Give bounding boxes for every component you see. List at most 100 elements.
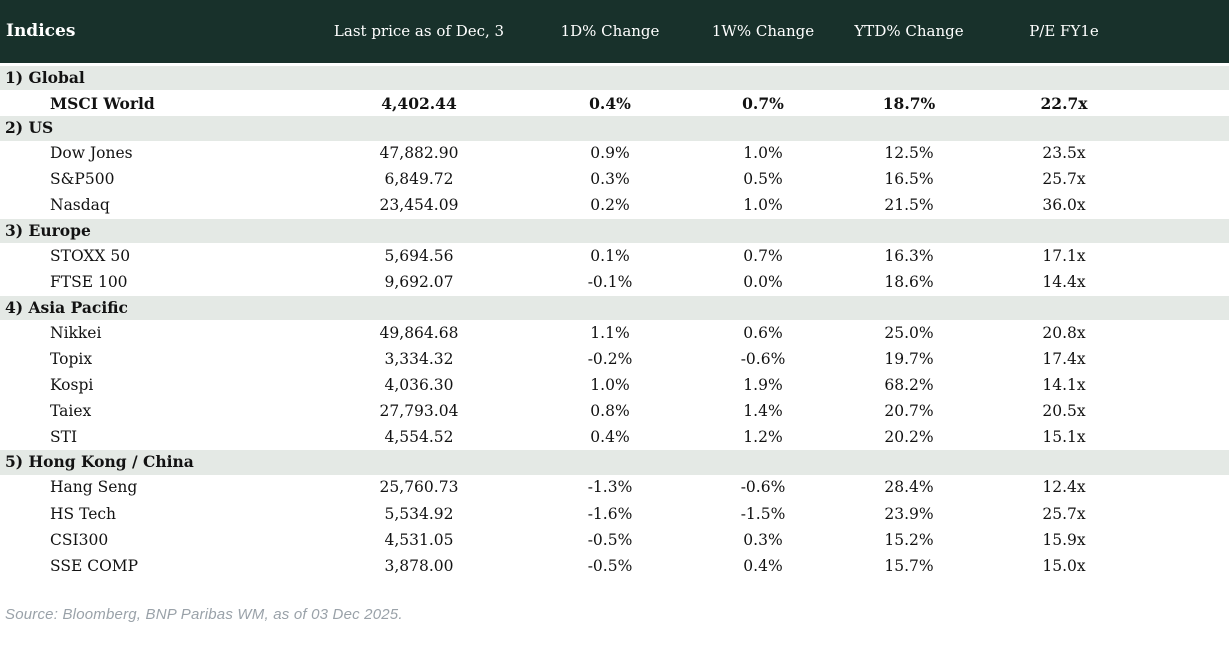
table-row: STOXX 50 5,694.56 0.1% 0.7% 16.3% 17.1x — [0, 243, 1229, 270]
section-row: 2) US — [0, 116, 1229, 141]
table-row: Kospi 4,036.30 1.0% 1.9% 68.2% 14.1x — [0, 372, 1229, 399]
change-1w: 0.0% — [686, 269, 840, 296]
change-ytd: 18.7% — [840, 90, 978, 117]
last-price: 5,534.92 — [304, 501, 534, 528]
pe-fy1e: 25.7x — [978, 166, 1229, 193]
last-price: 25,760.73 — [304, 474, 534, 502]
change-1w: -1.5% — [686, 501, 840, 528]
index-name: Dow Jones — [0, 140, 304, 167]
index-name: STOXX 50 — [0, 243, 304, 270]
last-price: 49,864.68 — [304, 320, 534, 347]
change-1w: 0.5% — [686, 166, 840, 193]
pe-fy1e: 17.1x — [978, 243, 1229, 270]
table-row: HS Tech 5,534.92 -1.6% -1.5% 23.9% 25.7x — [0, 501, 1229, 528]
col-header-last-price: Last price as of Dec, 3 — [304, 0, 534, 66]
change-1d: 0.4% — [534, 424, 686, 451]
index-name: Hang Seng — [0, 474, 304, 502]
index-name: Topix — [0, 346, 304, 373]
index-name: Taiex — [0, 398, 304, 425]
index-name: STI — [0, 424, 304, 451]
change-ytd: 15.2% — [840, 527, 978, 554]
change-ytd: 20.2% — [840, 424, 978, 451]
index-name: S&P500 — [0, 166, 304, 193]
index-name: Kospi — [0, 372, 304, 399]
section-label: 2) US — [0, 116, 1229, 141]
section-row: 4) Asia Pacific — [0, 295, 1229, 321]
col-header-1d-change: 1D% Change — [534, 0, 686, 66]
section-row: 3) Europe — [0, 218, 1229, 244]
last-price: 4,531.05 — [304, 527, 534, 554]
table-row: Taiex 27,793.04 0.8% 1.4% 20.7% 20.5x — [0, 398, 1229, 425]
change-ytd: 16.3% — [840, 243, 978, 270]
table-row: Nikkei 49,864.68 1.1% 0.6% 25.0% 20.8x — [0, 320, 1229, 347]
section-label: 1) Global — [0, 64, 1229, 91]
table-header: Indices Last price as of Dec, 3 1D% Chan… — [0, 0, 1229, 66]
table-header-row: Indices Last price as of Dec, 3 1D% Chan… — [0, 0, 1229, 66]
pe-fy1e: 17.4x — [978, 346, 1229, 373]
last-price: 3,878.00 — [304, 553, 534, 580]
table-row: Hang Seng 25,760.73 -1.3% -0.6% 28.4% 12.4x — [0, 474, 1229, 502]
pe-fy1e: 15.0x — [978, 553, 1229, 580]
change-1w: 0.6% — [686, 320, 840, 347]
last-price: 9,692.07 — [304, 269, 534, 296]
index-name: HS Tech — [0, 501, 304, 528]
index-name: FTSE 100 — [0, 269, 304, 296]
col-header-1w-change: 1W% Change — [686, 0, 840, 66]
change-1w: 0.3% — [686, 527, 840, 554]
change-1d: -0.1% — [534, 269, 686, 296]
col-header-ytd-change: YTD% Change — [840, 0, 978, 66]
pe-fy1e: 25.7x — [978, 501, 1229, 528]
last-price: 23,454.09 — [304, 192, 534, 219]
section-label: 4) Asia Pacific — [0, 295, 1229, 321]
change-1w: 0.7% — [686, 90, 840, 117]
pe-fy1e: 23.5x — [978, 140, 1229, 167]
last-price: 5,694.56 — [304, 243, 534, 270]
section-row: 1) Global — [0, 64, 1229, 91]
change-ytd: 21.5% — [840, 192, 978, 219]
last-price: 4,554.52 — [304, 424, 534, 451]
pe-fy1e: 15.1x — [978, 424, 1229, 451]
indices-table-body: 1) Global MSCI World 4,402.44 0.4% 0.7% 18.7%… — [0, 64, 1229, 580]
col-header-pe-fy1e: P/E FY1e — [978, 0, 1229, 66]
indices-table: Indices Last price as of Dec, 3 1D% Chan… — [0, 0, 1229, 580]
change-1d: 0.3% — [534, 166, 686, 193]
pe-fy1e: 12.4x — [978, 474, 1229, 502]
change-ytd: 68.2% — [840, 372, 978, 399]
index-name: MSCI World — [0, 90, 304, 117]
pe-fy1e: 14.1x — [978, 372, 1229, 399]
change-1d: 1.0% — [534, 372, 686, 399]
section-label: 3) Europe — [0, 218, 1229, 244]
change-ytd: 19.7% — [840, 346, 978, 373]
change-1d: 0.4% — [534, 90, 686, 117]
section-label: 5) Hong Kong / China — [0, 450, 1229, 475]
change-1w: -0.6% — [686, 346, 840, 373]
change-1d: -0.5% — [534, 527, 686, 554]
source-note: Source: Bloomberg, BNP Paribas WM, as of… — [5, 606, 403, 624]
index-name: SSE COMP — [0, 553, 304, 580]
change-1w: 1.4% — [686, 398, 840, 425]
change-1w: 1.0% — [686, 140, 840, 167]
pe-fy1e: 20.5x — [978, 398, 1229, 425]
change-ytd: 12.5% — [840, 140, 978, 167]
pe-fy1e: 14.4x — [978, 269, 1229, 296]
change-1d: -1.3% — [534, 474, 686, 502]
last-price: 27,793.04 — [304, 398, 534, 425]
col-header-indices: Indices — [0, 0, 304, 66]
table-row: FTSE 100 9,692.07 -0.1% 0.0% 18.6% 14.4x — [0, 269, 1229, 296]
change-1d: 0.2% — [534, 192, 686, 219]
section-row: 5) Hong Kong / China — [0, 450, 1229, 475]
last-price: 6,849.72 — [304, 166, 534, 193]
pe-fy1e: 36.0x — [978, 192, 1229, 219]
table-row: MSCI World 4,402.44 0.4% 0.7% 18.7% 22.7x — [0, 90, 1229, 117]
change-1w: -0.6% — [686, 474, 840, 502]
table-row: S&P500 6,849.72 0.3% 0.5% 16.5% 25.7x — [0, 166, 1229, 193]
change-1d: 0.9% — [534, 140, 686, 167]
last-price: 3,334.32 — [304, 346, 534, 373]
change-ytd: 23.9% — [840, 501, 978, 528]
change-ytd: 20.7% — [840, 398, 978, 425]
pe-fy1e: 20.8x — [978, 320, 1229, 347]
change-ytd: 15.7% — [840, 553, 978, 580]
change-1d: 1.1% — [534, 320, 686, 347]
change-ytd: 28.4% — [840, 474, 978, 502]
table-row: Topix 3,334.32 -0.2% -0.6% 19.7% 17.4x — [0, 346, 1229, 373]
